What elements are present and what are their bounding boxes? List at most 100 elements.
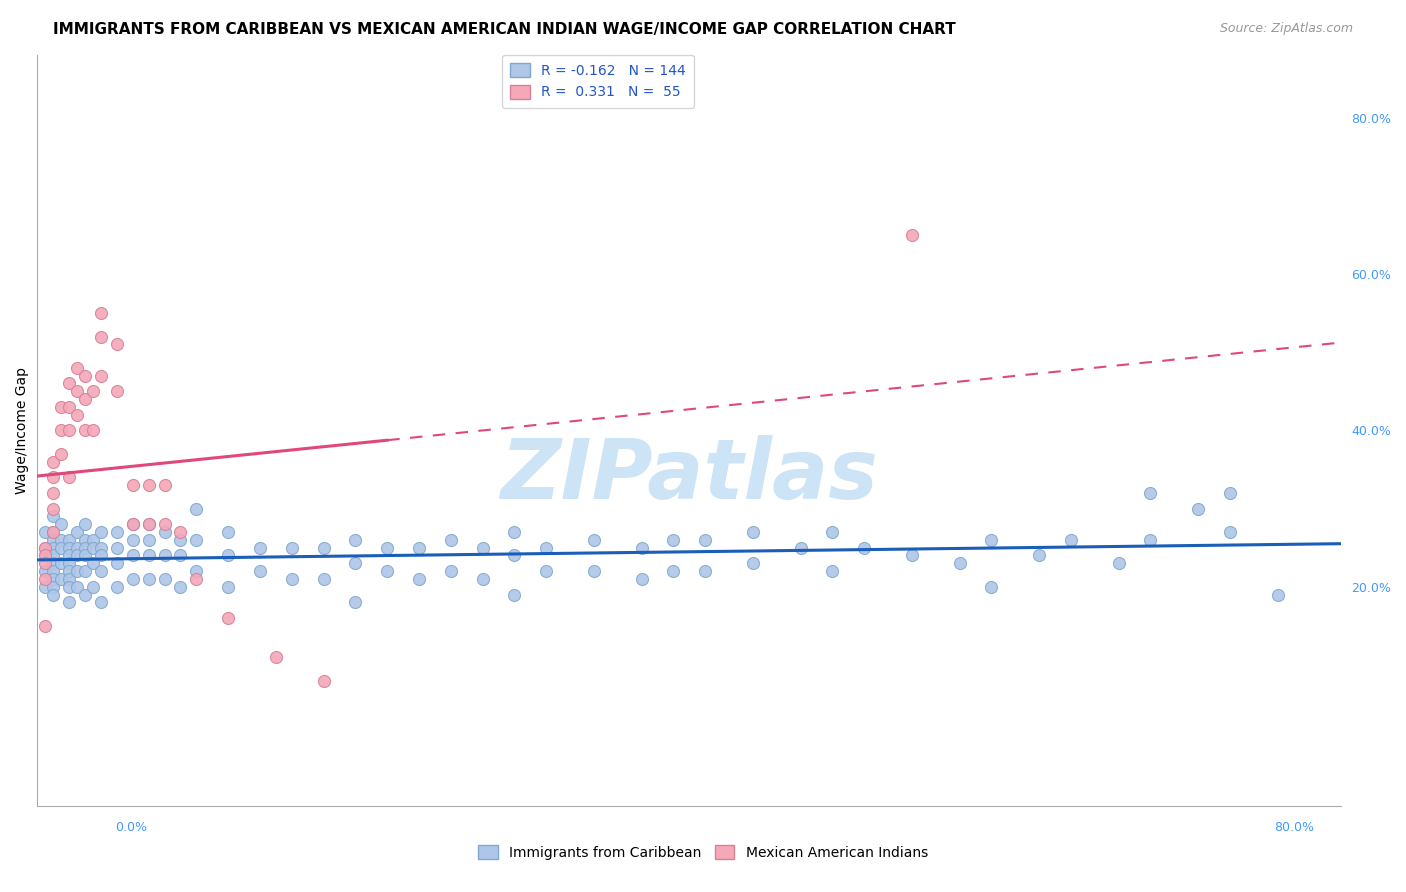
Point [1187,501,1209,516]
Point [73,517,96,532]
Point [34,580,56,594]
Point [90,329,112,343]
Point [66,564,89,578]
Text: Source: ZipAtlas.com: Source: ZipAtlas.com [1219,22,1353,36]
Point [66,541,89,555]
Point [741,556,763,570]
Point [153,517,176,532]
Point [82,580,104,594]
Point [138,478,160,492]
Point [821,564,844,578]
Point [121,517,143,532]
Point [90,595,112,609]
Point [471,541,494,555]
Point [42,564,65,578]
Point [73,549,96,563]
Point [51,400,73,414]
Point [66,360,89,375]
Point [34,564,56,578]
Y-axis label: Wage/Income Gap: Wage/Income Gap [15,367,30,494]
Legend: Immigrants from Caribbean, Mexican American Indians: Immigrants from Caribbean, Mexican Ameri… [472,839,934,865]
Point [58,556,80,570]
Point [630,572,652,586]
Point [121,517,143,532]
Point [90,368,112,383]
Point [90,564,112,578]
Point [153,524,176,539]
Point [58,541,80,555]
Point [82,533,104,547]
Point [34,572,56,586]
Point [51,556,73,570]
Point [630,541,652,555]
Point [51,572,73,586]
Point [344,556,367,570]
Point [58,572,80,586]
Point [249,564,271,578]
Point [58,533,80,547]
Point [344,533,367,547]
Point [42,486,65,500]
Point [217,580,239,594]
Point [66,549,89,563]
Point [34,619,56,633]
Point [42,580,65,594]
Point [1139,486,1161,500]
Point [73,368,96,383]
Point [58,580,80,594]
Point [344,595,367,609]
Point [42,524,65,539]
Point [51,424,73,438]
Point [82,556,104,570]
Point [1267,588,1289,602]
Point [73,564,96,578]
Point [42,533,65,547]
Point [186,533,208,547]
Point [42,509,65,524]
Point [58,470,80,484]
Point [90,549,112,563]
Point [73,424,96,438]
Point [186,501,208,516]
Point [169,549,191,563]
Point [503,588,526,602]
Point [821,524,844,539]
Point [58,424,80,438]
Point [789,541,811,555]
Point [901,227,924,242]
Point [153,478,176,492]
Point [153,572,176,586]
Point [58,549,80,563]
Point [249,541,271,555]
Point [695,533,717,547]
Point [1139,533,1161,547]
Point [82,541,104,555]
Point [105,337,128,351]
Point [105,384,128,399]
Point [34,541,56,555]
Legend: R = -0.162   N = 144, R =  0.331   N =  55: R = -0.162 N = 144, R = 0.331 N = 55 [502,54,695,108]
Point [980,533,1002,547]
Point [312,673,335,688]
Point [264,650,287,665]
Point [34,549,56,563]
Point [312,541,335,555]
Point [34,556,56,570]
Point [582,533,605,547]
Point [138,549,160,563]
Point [138,572,160,586]
Point [90,541,112,555]
Text: ZIPatlas: ZIPatlas [501,435,879,516]
Point [34,549,56,563]
Point [90,524,112,539]
Point [34,524,56,539]
Point [534,564,557,578]
Point [42,556,65,570]
Point [42,588,65,602]
Point [186,572,208,586]
Point [42,470,65,484]
Point [105,556,128,570]
Point [471,572,494,586]
Point [1060,533,1083,547]
Point [1108,556,1130,570]
